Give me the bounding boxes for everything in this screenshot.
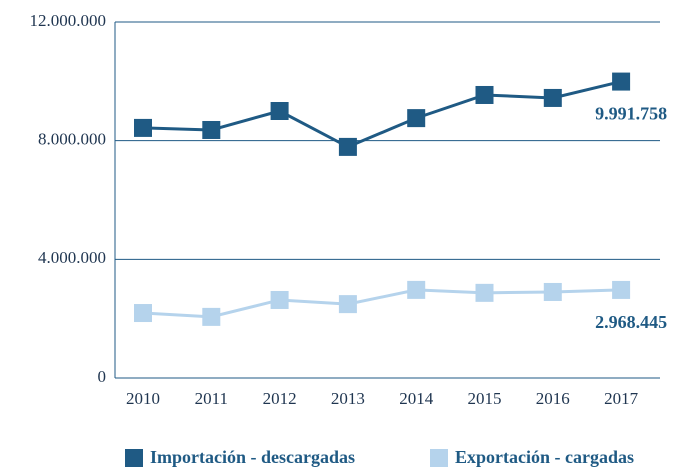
point-marker — [270, 290, 289, 309]
point-marker — [407, 109, 426, 128]
x-tick-label: 2011 — [195, 389, 228, 408]
point-marker — [270, 102, 289, 120]
x-tick-label: 2013 — [331, 389, 365, 408]
x-tick-label: 2010 — [126, 389, 160, 408]
point-marker — [338, 137, 357, 156]
point-marker — [612, 72, 631, 91]
x-tick-label: 2014 — [399, 389, 434, 408]
x-tick-label: 2012 — [263, 389, 297, 408]
point-marker — [202, 120, 221, 139]
point-marker — [407, 280, 426, 299]
value-label: 9.991.758 — [595, 104, 667, 124]
point-marker — [338, 295, 357, 314]
point-marker — [202, 307, 221, 326]
y-tick-label: 4.000.000 — [38, 248, 106, 267]
series-line — [142, 80, 622, 149]
point-marker — [612, 280, 631, 299]
point-marker — [475, 283, 494, 302]
value-label: 2.968.445 — [595, 312, 667, 332]
legend-label: Exportación - cargadas — [455, 447, 634, 467]
y-tick-label: 8.000.000 — [38, 130, 106, 149]
x-tick-label: 2016 — [536, 389, 570, 408]
point-marker — [134, 118, 152, 137]
x-tick-label: 2015 — [468, 389, 502, 408]
y-tick-label: 12.000.000 — [30, 11, 107, 30]
legend-swatch — [125, 449, 143, 467]
y-tick-label: 0 — [98, 367, 107, 386]
point-marker — [543, 282, 562, 301]
x-tick-label: 2017 — [604, 389, 639, 408]
series-line — [142, 288, 622, 319]
point-marker — [543, 88, 562, 107]
legend-swatch — [430, 449, 448, 467]
point-marker — [134, 304, 152, 323]
legend-label: Importación - descargadas — [150, 447, 355, 467]
point-marker — [475, 85, 494, 104]
